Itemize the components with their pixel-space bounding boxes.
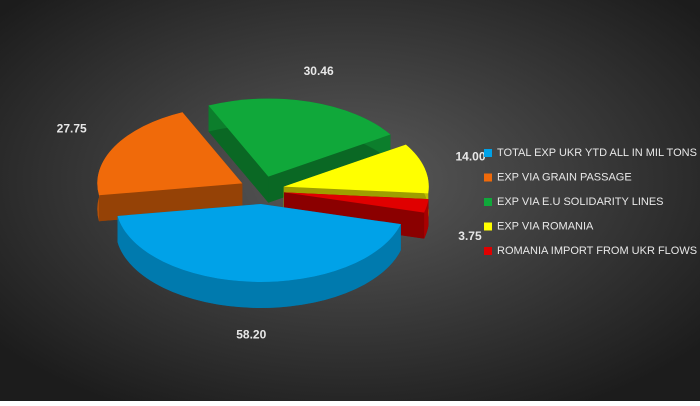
legend-label: ROMANIA IMPORT FROM UKR FLOWS [497, 245, 697, 257]
data-label: 58.20 [236, 327, 266, 341]
legend-swatch [484, 198, 492, 206]
slice-side [208, 105, 269, 203]
slice-wall [424, 199, 429, 239]
slice-wall [117, 215, 401, 308]
slice [97, 112, 243, 196]
data-label: 3.75 [458, 229, 482, 243]
legend-label: EXP VIA E.U SOLIDARITY LINES [497, 196, 664, 208]
legend-label: TOTAL EXP UKR YTD ALL IN MIL TONS [497, 147, 697, 159]
data-label: 14.00 [456, 150, 486, 164]
legend-label: EXP VIA ROMANIA [497, 220, 594, 232]
legend-swatch [484, 247, 492, 255]
data-label: 27.75 [57, 121, 87, 135]
legend-swatch [484, 149, 492, 157]
slice [283, 144, 429, 194]
slice [284, 192, 429, 213]
legend-label: EXP VIA GRAIN PASSAGE [497, 171, 632, 183]
legend-swatch [484, 222, 492, 231]
data-label: 30.46 [304, 64, 334, 78]
slice [117, 203, 401, 282]
legend-swatch [484, 173, 492, 182]
slice [208, 98, 391, 177]
